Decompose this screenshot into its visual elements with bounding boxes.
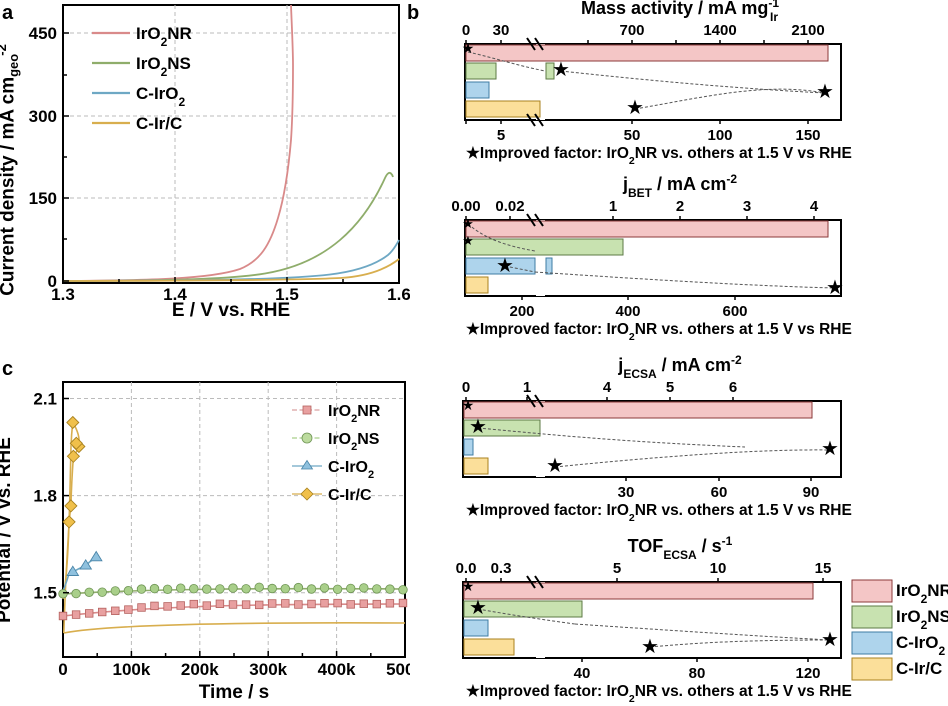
svg-text:C-Ir/C: C-Ir/C: [136, 114, 182, 133]
svg-text:5: 5: [666, 379, 674, 396]
svg-text:C-IrO2: C-IrO2: [896, 633, 946, 658]
svg-text:★: ★: [826, 277, 844, 299]
svg-text:1400: 1400: [703, 22, 736, 39]
svg-text:450: 450: [29, 24, 57, 43]
svg-text:Mass activity / mA mg-1Ir: Mass activity / mA mg-1 Ir: [581, 0, 779, 24]
svg-text:★: ★: [641, 636, 659, 658]
svg-text:60: 60: [711, 484, 728, 501]
svg-text:400k: 400k: [318, 660, 356, 679]
svg-text:0: 0: [462, 379, 470, 396]
svg-text:500k: 500k: [386, 660, 410, 679]
svg-text:★: ★: [469, 416, 487, 438]
svg-text:50: 50: [624, 127, 641, 144]
svg-text:4: 4: [603, 379, 612, 396]
svg-text:E / V vs. RHE: E / V vs. RHE: [172, 300, 290, 321]
svg-text:4: 4: [810, 198, 819, 215]
svg-text:300k: 300k: [249, 660, 287, 679]
svg-text:★: ★: [496, 255, 514, 277]
svg-text:2: 2: [676, 198, 684, 215]
svg-text:★Improved factor: IrO2NR vs. o: ★Improved factor: IrO2NR vs. others at 1…: [466, 502, 852, 524]
svg-text:6: 6: [729, 379, 737, 396]
svg-text:IrO2NS: IrO2NS: [136, 54, 191, 79]
svg-text:jBET / mA cm-2: jBET / mA cm-2: [622, 172, 737, 200]
svg-text:1: 1: [523, 379, 531, 396]
svg-text:0: 0: [462, 22, 470, 39]
svg-text:IrO2NS: IrO2NS: [328, 431, 380, 453]
svg-text:★: ★: [469, 597, 487, 619]
svg-text:C-IrO2: C-IrO2: [328, 459, 374, 481]
svg-text:0.02: 0.02: [495, 198, 524, 215]
svg-text:700: 700: [619, 22, 644, 39]
svg-text:0: 0: [58, 660, 67, 679]
svg-text:90: 90: [803, 484, 820, 501]
svg-text:0: 0: [48, 272, 57, 291]
svg-text:0.0: 0.0: [456, 560, 477, 577]
svg-text:5: 5: [497, 127, 505, 144]
svg-text:★: ★: [462, 233, 474, 248]
svg-text:3: 3: [743, 198, 751, 215]
svg-text:5: 5: [613, 560, 621, 577]
svg-text:★: ★: [816, 81, 834, 103]
svg-text:IrO2NR: IrO2NR: [896, 581, 948, 606]
svg-text:120: 120: [795, 665, 820, 682]
svg-text:★Improved factor: IrO2NR vs. o: ★Improved factor: IrO2NR vs. others at 1…: [466, 145, 852, 167]
svg-text:40: 40: [574, 665, 591, 682]
svg-text:2.1: 2.1: [33, 390, 57, 409]
svg-text:TOFECSA / s-1: TOFECSA / s-1: [628, 534, 733, 562]
svg-text:10: 10: [710, 560, 727, 577]
svg-text:15: 15: [815, 560, 832, 577]
svg-text:★: ★: [462, 216, 474, 231]
svg-text:C-Ir/C: C-Ir/C: [896, 659, 942, 678]
svg-text:150: 150: [29, 189, 57, 208]
svg-text:★: ★: [546, 455, 564, 477]
svg-text:600: 600: [722, 303, 747, 320]
svg-text:1.8: 1.8: [33, 487, 57, 506]
svg-text:C-IrO2: C-IrO2: [136, 84, 186, 109]
svg-text:★: ★: [626, 97, 644, 119]
svg-text:jECSA / mA cm-2: jECSA / mA cm-2: [617, 353, 742, 381]
svg-text:200: 200: [509, 303, 534, 320]
svg-text:30: 30: [618, 484, 635, 501]
svg-text:0.3: 0.3: [491, 560, 512, 577]
svg-text:400: 400: [615, 303, 640, 320]
svg-text:200k: 200k: [181, 660, 219, 679]
svg-text:★: ★: [821, 438, 839, 460]
svg-text:1: 1: [609, 198, 617, 215]
svg-text:2100: 2100: [791, 22, 824, 39]
svg-text:★: ★: [552, 59, 570, 81]
svg-text:★: ★: [462, 578, 475, 594]
svg-text:★: ★: [821, 629, 839, 651]
svg-text:100k: 100k: [112, 660, 150, 679]
svg-text:150: 150: [795, 127, 820, 144]
svg-text:30: 30: [493, 22, 510, 39]
svg-text:80: 80: [689, 665, 706, 682]
svg-text:300: 300: [29, 107, 57, 126]
svg-text:★Improved factor: IrO2NR vs. o: ★Improved factor: IrO2NR vs. others at 1…: [466, 683, 852, 705]
svg-text:IrO2NS: IrO2NS: [896, 607, 948, 632]
svg-text:1.5: 1.5: [33, 584, 57, 603]
svg-text:IrO2NR: IrO2NR: [136, 24, 192, 49]
svg-text:★: ★: [462, 397, 475, 413]
svg-text:Time / s: Time / s: [199, 682, 269, 703]
svg-text:100: 100: [707, 127, 732, 144]
svg-text:C-Ir/C: C-Ir/C: [328, 487, 372, 504]
svg-text:IrO2NR: IrO2NR: [328, 403, 381, 425]
svg-text:★: ★: [462, 40, 475, 56]
svg-text:★Improved factor: IrO2NR vs. o: ★Improved factor: IrO2NR vs. others at 1…: [466, 321, 852, 343]
svg-text:0.00: 0.00: [451, 198, 480, 215]
